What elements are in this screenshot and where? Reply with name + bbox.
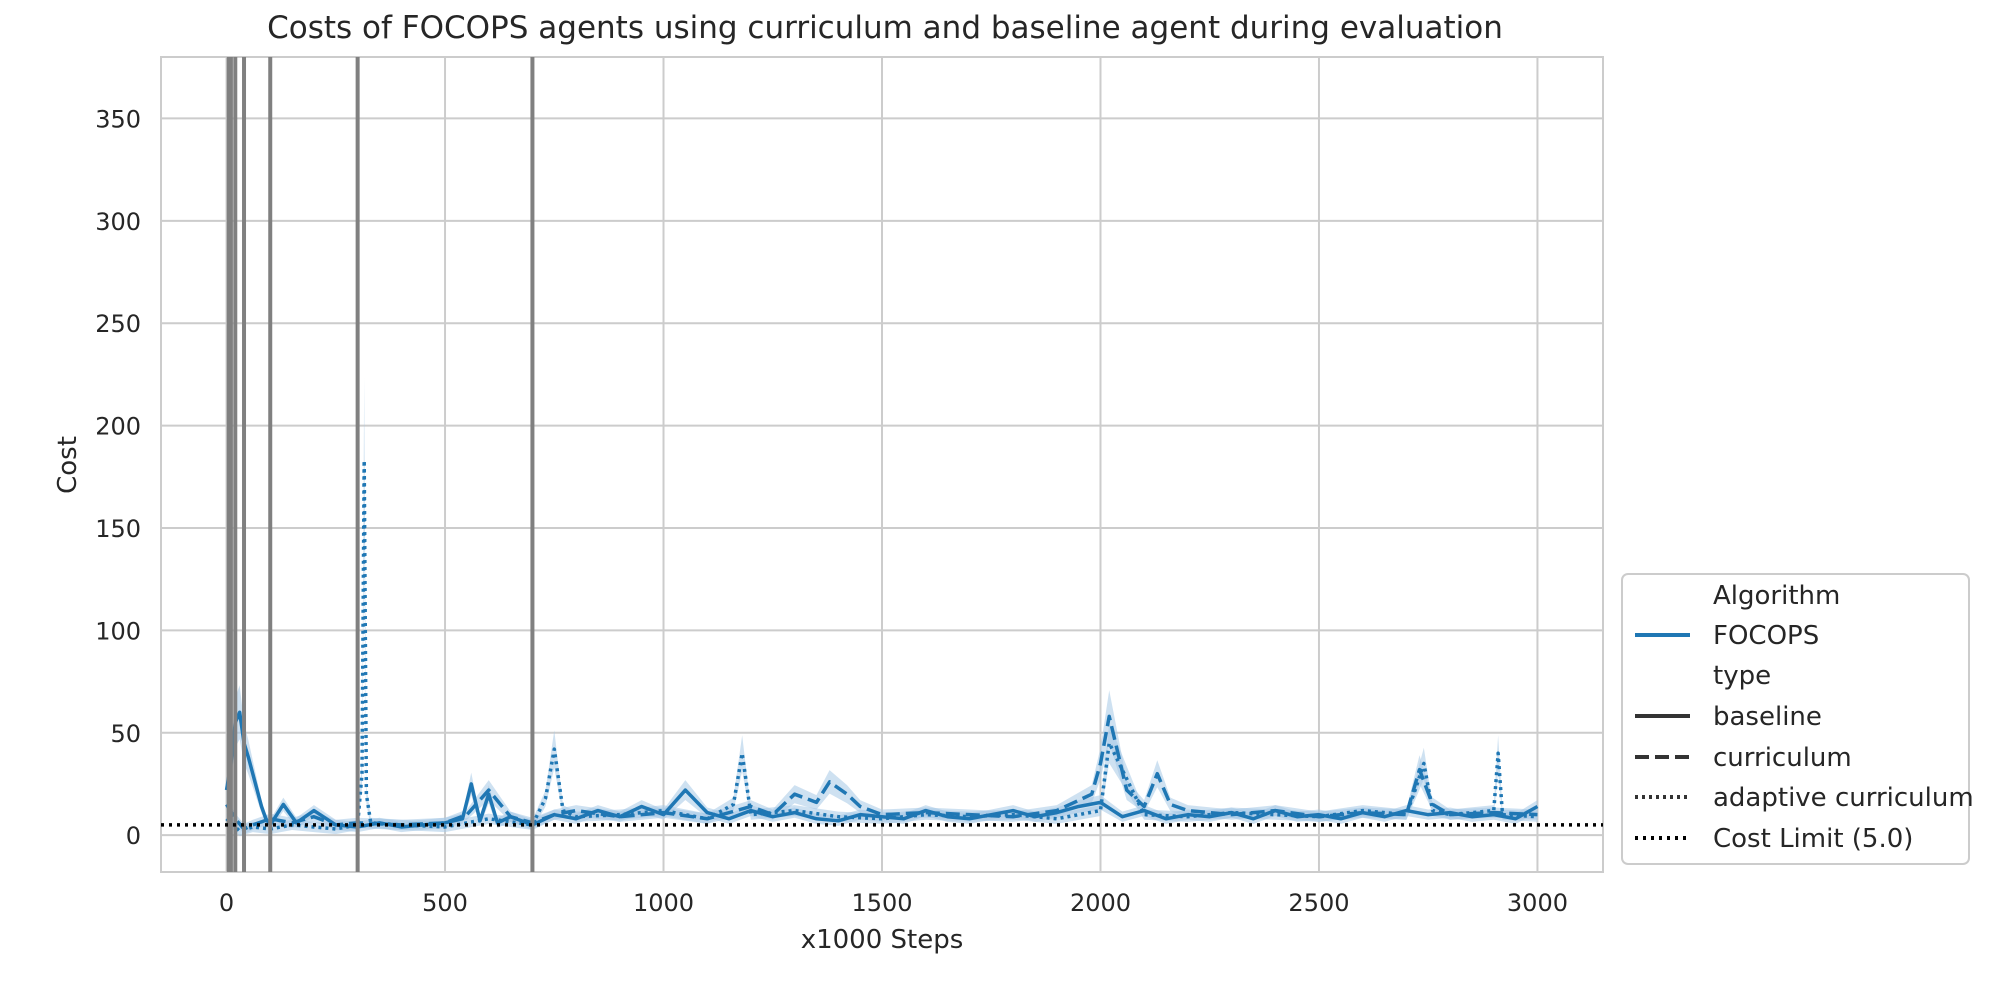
y-tick-label-4: 200 — [95, 413, 141, 441]
series-line-adaptive-curriculum — [225, 458, 1538, 833]
x-tick-label-2: 1000 — [633, 889, 694, 917]
y-tick-label-6: 300 — [95, 208, 141, 236]
legend-header-algorithm: Algorithm — [1713, 581, 1840, 611]
y-tick-label-0: 0 — [126, 822, 141, 850]
legend-header-type: type — [1713, 661, 1771, 691]
legend-label-cost-limit: Cost Limit (5.0) — [1713, 824, 1913, 854]
chart-title: Costs of FOCOPS agents using curriculum … — [267, 10, 1503, 46]
x-tick-label-3: 1500 — [851, 889, 912, 917]
x-tick-label-0: 0 — [219, 889, 234, 917]
y-tick-label-5: 250 — [95, 310, 141, 338]
plot-area — [160, 56, 1604, 873]
x-tick-label-4: 2000 — [1070, 889, 1131, 917]
legend-box — [1621, 573, 1970, 865]
y-axis-label: Cost — [53, 436, 83, 494]
x-tick-label-1: 500 — [422, 889, 468, 917]
legend-label-curriculum: curriculum — [1713, 743, 1852, 773]
y-tick-label-2: 100 — [95, 617, 141, 645]
y-tick-label-7: 350 — [95, 105, 141, 133]
series-lines — [224, 458, 1539, 833]
y-axis-ticks: 0 50 100 150 200 250 300 350 — [95, 105, 141, 850]
legend-label-adaptive-curriculum: adaptive curriculum — [1713, 783, 1974, 813]
x-axis-label: x1000 Steps — [801, 925, 964, 955]
x-axis-ticks: 0 500 1000 1500 2000 2500 3000 — [219, 889, 1568, 917]
y-tick-label-3: 150 — [95, 515, 141, 543]
curriculum-boundaries — [226, 57, 535, 872]
grid-lines — [161, 57, 1603, 872]
legend-label-baseline: baseline — [1713, 702, 1822, 732]
series-line-curriculum — [225, 714, 1538, 831]
legend-label-focops: FOCOPS — [1713, 621, 1819, 651]
legend: Algorithm FOCOPS type baseline curriculu… — [1621, 573, 1974, 865]
y-tick-label-1: 50 — [110, 720, 141, 748]
x-tick-label-5: 2500 — [1288, 889, 1349, 917]
x-tick-label-6: 3000 — [1507, 889, 1568, 917]
